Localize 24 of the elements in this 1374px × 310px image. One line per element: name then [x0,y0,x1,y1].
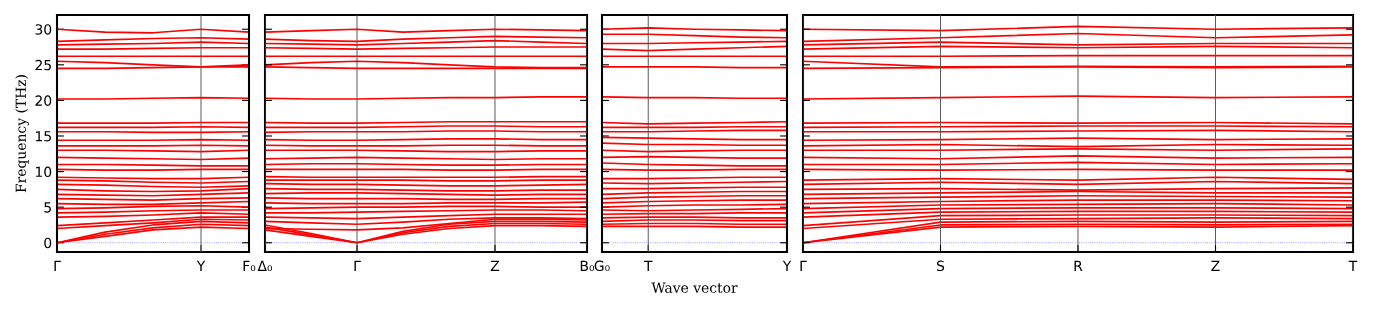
y-tick-label: 5 [44,202,51,213]
x-tick-label: Δ₀ [257,260,273,272]
x-tick-label: Z [490,260,500,271]
x-tick-label: B₀ [580,260,595,272]
x-tick-label: G₀ [594,260,610,272]
x-tick-label: T [1348,260,1358,271]
x-tick-label: Z [1211,260,1220,271]
y-tick-label: 30 [35,24,52,35]
y-tick-label: 25 [35,59,51,71]
x-tick-label: T [643,260,653,271]
x-tick-label: S [937,260,945,272]
x-axis-title: Wave vector [651,282,738,293]
x-tick-label: F₀ [243,260,256,272]
y-tick-label: 0 [44,237,52,249]
x-tick-label: Y [196,260,206,271]
x-tick-label: Γ [354,260,361,271]
x-tick-label: Y [782,260,792,271]
x-tick-label: Γ [800,260,807,271]
x-tick-label: R [1074,260,1083,271]
x-tick-label: Γ [54,260,61,271]
y-tick-label: 20 [35,95,52,106]
y-tick-label: 15 [35,131,51,142]
y-axis-title: Frequency (THz) [15,75,29,193]
y-tick-label: 10 [35,166,52,178]
